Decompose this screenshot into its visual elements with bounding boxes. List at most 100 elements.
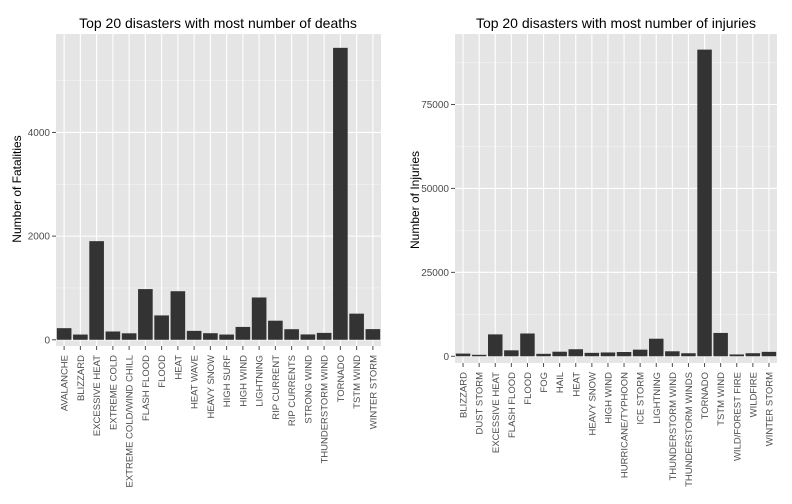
injuries-xtick-label: THUNDERSTORM WIND [668,372,679,481]
injuries-xtick-label: TORNADO [700,372,711,419]
deaths-bar-4 [121,333,137,340]
injuries-bar-19 [761,351,777,357]
injuries-chart: Top 20 disasters with most number of inj… [408,15,777,487]
injuries-bar-16 [713,332,728,357]
injuries-bar-15 [697,49,712,357]
deaths-xtick-label: EXCESSIVE HEAT [92,355,103,436]
injuries-chart-bars [455,49,777,357]
injuries-ytick-label: 25000 [421,268,449,279]
injuries-bar-2 [488,334,503,357]
deaths-ytick-label: 0 [44,335,50,346]
injuries-bar-1 [471,354,487,357]
deaths-xtick-label: RIP CURRENT [271,355,282,420]
deaths-bar-8 [186,330,202,340]
deaths-bar-17 [333,47,348,340]
injuries-bar-13 [665,351,680,357]
deaths-bar-11 [235,326,251,340]
injuries-xtick-label: LIGHTNING [652,372,663,424]
injuries-chart-panel [455,34,777,363]
deaths-bar-3 [105,331,121,340]
injuries-ytick-label: 0 [443,352,449,363]
deaths-xtick-label: FLASH FLOOD [141,355,152,421]
injuries-bar-12 [649,338,664,357]
injuries-bar-0 [455,353,471,357]
injuries-xtick-label: TSTM WIND [716,372,727,426]
deaths-bar-16 [316,332,332,340]
deaths-chart-ylabel: Number of Fatalities [10,135,24,242]
deaths-xtick-label: AVALANCHE [60,355,71,411]
injuries-xtick-label: WILDFIRE [748,372,759,417]
deaths-xtick-label: STRONG WIND [303,355,314,424]
injuries-ytick-label: 75000 [421,100,449,111]
injuries-bar-4 [520,333,535,357]
deaths-xtick-label: EXTREME COLD/WIND CHILL [125,355,136,488]
deaths-xtick-label: HIGH SURF [222,355,233,407]
deaths-bar-15 [300,334,316,340]
deaths-chart-xticks: AVALANCHE BLIZZARD EXCESSIVE HEAT EXTREME C… [60,346,379,488]
injuries-xtick-label: DUST STORM [475,372,486,435]
deaths-xtick-label: HEAVY SNOW [206,355,217,419]
deaths-chart: Top 20 disasters with most number of dea… [10,15,381,488]
deaths-bar-12 [251,297,267,340]
injuries-bar-11 [632,349,648,357]
deaths-ytick-label: 4000 [28,128,51,139]
injuries-bar-6 [552,351,567,357]
deaths-xtick-label: TSTM WIND [352,355,363,409]
injuries-chart-xticks: BLIZZARD DUST STORM EXCESSIVE HEAT FLASH FL… [459,363,775,487]
injuries-xtick-label: FLASH FLOOD [507,372,518,438]
deaths-bar-9 [203,333,218,340]
deaths-xtick-label: EXTREME COLD [108,355,119,430]
deaths-bar-7 [170,291,186,340]
injuries-xtick-label: WILD/FOREST FIRE [732,372,743,461]
injuries-xtick-label: ICE STORM [636,372,647,425]
deaths-bar-0 [56,328,72,340]
injuries-xtick-label: HAIL [555,372,566,393]
injuries-chart-grid [455,34,777,363]
injuries-xtick-label: EXCESSIVE HEAT [491,372,502,453]
injuries-bar-14 [681,353,696,357]
deaths-xtick-label: RIP CURRENTS [287,355,298,426]
deaths-chart-bars [56,47,381,340]
injuries-bar-10 [616,352,632,357]
injuries-chart-ylabel: Number of Injuries [408,151,422,249]
injuries-xtick-label: THUNDERSTORM WINDS [684,372,695,487]
injuries-chart-title: Top 20 disasters with most number of inj… [476,15,756,31]
deaths-xtick-label: FLOOD [157,355,168,388]
injuries-xtick-label: WINTER STORM [764,372,775,446]
injuries-xtick-label: FOG [539,372,550,393]
deaths-chart-yticks: 0 2000 4000 [28,128,56,346]
deaths-ytick-label: 2000 [28,232,51,243]
injuries-chart-yticks: 0 25000 50000 75000 [421,100,455,363]
deaths-bar-2 [89,241,104,340]
injuries-xtick-label: HIGH WIND [603,372,614,424]
injuries-bar-7 [568,349,583,357]
injuries-xtick-label: HURRICANE/TYPHOON [620,372,631,478]
injuries-bar-8 [584,352,600,357]
injuries-bar-9 [600,352,616,357]
deaths-bar-1 [73,334,88,340]
injuries-xtick-label: BLIZZARD [459,372,470,418]
injuries-xtick-label: HEAVY SNOW [587,372,598,436]
deaths-xtick-label: LIGHTNING [255,355,266,407]
deaths-bar-6 [154,315,169,340]
deaths-bar-5 [138,289,153,340]
deaths-xtick-label: WINTER STORM [368,355,379,429]
injuries-bar-5 [536,353,551,357]
deaths-bar-14 [284,329,299,340]
deaths-xtick-label: HIGH WIND [238,355,249,407]
injuries-ytick-label: 50000 [421,184,449,195]
deaths-xtick-label: BLIZZARD [76,355,87,401]
deaths-xtick-label: TORNADO [336,355,347,402]
injuries-bar-17 [729,354,744,357]
deaths-bar-18 [349,313,364,340]
deaths-xtick-label: HEAT WAVE [190,355,201,409]
injuries-bar-3 [504,350,519,357]
injuries-bar-18 [745,353,761,357]
deaths-bar-13 [268,320,283,340]
deaths-bar-10 [219,334,234,340]
injuries-xtick-label: FLOOD [523,372,534,405]
deaths-chart-grid [56,34,381,346]
deaths-chart-panel [56,34,381,346]
deaths-chart-title: Top 20 disasters with most number of dea… [79,15,357,31]
